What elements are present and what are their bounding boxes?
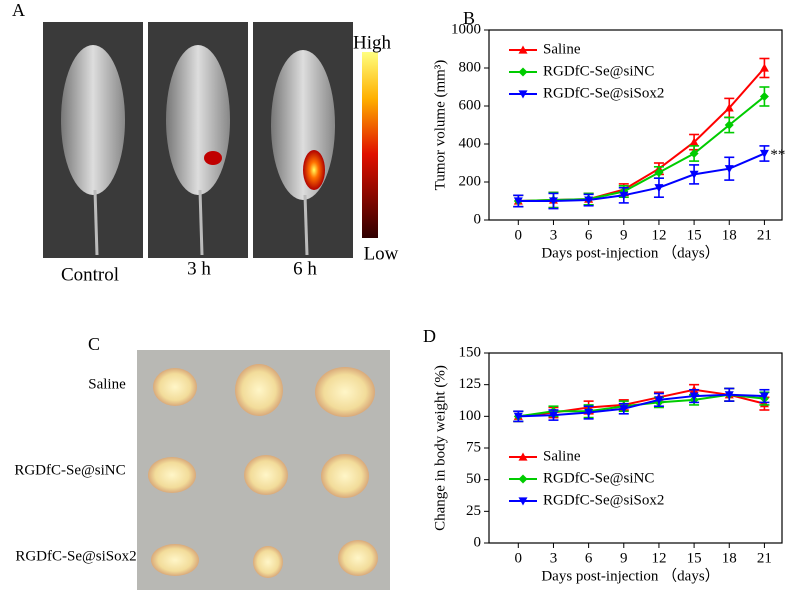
x-tick-label: 9: [620, 550, 628, 566]
marker: [513, 197, 523, 206]
legend-label: Saline: [543, 41, 581, 57]
marker: [724, 165, 734, 174]
x-tick-label: 15: [687, 550, 702, 566]
panel-label: D: [423, 326, 436, 346]
x-axis-label: Days post-injection （days）: [541, 244, 719, 261]
legend-label: RGDfC-Se@siSox2: [543, 492, 664, 508]
marker: [759, 92, 769, 101]
image-label: 6 h: [293, 258, 317, 279]
y-tick-label: 75: [466, 439, 481, 455]
x-tick-label: 15: [687, 227, 702, 243]
y-tick-label: 0: [474, 534, 482, 550]
marker: [654, 168, 664, 177]
x-tick-label: 21: [757, 550, 772, 566]
y-tick-label: 800: [459, 59, 482, 75]
scale-high: High: [353, 32, 392, 53]
x-tick-label: 18: [722, 227, 737, 243]
series-line: [518, 152, 765, 202]
marker: [619, 191, 629, 200]
y-tick-label: 0: [474, 211, 482, 227]
marker: [689, 149, 699, 158]
x-tick-label: 9: [620, 227, 628, 243]
x-tick-label: 21: [757, 227, 772, 243]
scale-low: Low: [364, 243, 399, 264]
y-tick-label: 400: [459, 135, 482, 151]
legend-label: RGDfC-Se@siNC: [543, 63, 654, 79]
tumor-photo: [137, 350, 390, 590]
legend-marker: [518, 45, 528, 54]
marker: [619, 405, 629, 414]
y-tick-label: 100: [459, 408, 482, 424]
plot-frame: [488, 29, 783, 221]
marker: [724, 103, 734, 112]
panel-label: C: [88, 334, 100, 354]
marker: [759, 149, 769, 158]
x-tick-label: 6: [585, 227, 593, 243]
y-tick-label: 25: [466, 503, 481, 519]
x-tick-label: 0: [515, 550, 523, 566]
row-label: Saline: [88, 376, 126, 392]
series-line: [518, 95, 766, 202]
legend-marker: [518, 497, 528, 506]
x-tick-label: 18: [722, 550, 737, 566]
marker: [689, 137, 699, 146]
x-tick-label: 0: [515, 227, 523, 243]
marker: [724, 391, 734, 400]
row-label: RGDfC-Se@siNC: [14, 462, 125, 478]
marker: [654, 184, 664, 193]
x-tick-label: 12: [651, 550, 666, 566]
image-label: 3 h: [187, 258, 211, 279]
marker: [689, 170, 699, 179]
x-tick-label: 6: [585, 550, 593, 566]
y-tick-label: 600: [459, 97, 482, 113]
marker: [759, 63, 769, 72]
plot-frame: [488, 352, 783, 544]
panel-label: B: [463, 8, 475, 28]
x-tick-label: 12: [651, 227, 666, 243]
y-axis-label: Tumor volume (mm³): [432, 60, 448, 191]
marker: [548, 197, 558, 206]
y-tick-label: 150: [459, 344, 482, 360]
series-line: [518, 393, 765, 418]
y-tick-label: 1000: [451, 21, 481, 37]
marker: [689, 392, 699, 401]
x-tick-label: 3: [550, 550, 558, 566]
y-tick-label: 200: [459, 173, 482, 189]
y-tick-label: 125: [459, 376, 482, 392]
marker: [513, 412, 523, 421]
y-axis-label: Change in body weight (%): [432, 365, 448, 531]
marker: [724, 120, 734, 130]
x-axis-label: Days post-injection （days）: [541, 567, 719, 584]
marker: [759, 392, 769, 401]
marker: [584, 196, 594, 205]
marker: [654, 396, 664, 405]
image-label: Control: [61, 264, 119, 285]
panel-label: A: [12, 0, 25, 20]
legend-marker: [518, 67, 528, 77]
marker: [584, 408, 594, 418]
legend-label: Saline: [543, 448, 581, 464]
row-label: RGDfC-Se@siSox2: [15, 548, 136, 564]
x-tick-label: 3: [550, 227, 558, 243]
legend-label: RGDfC-Se@siSox2: [543, 85, 664, 101]
marker: [548, 411, 558, 420]
legend-marker: [518, 452, 528, 461]
legend-marker: [518, 90, 528, 99]
y-tick-label: 50: [466, 471, 481, 487]
imaging-panel: [43, 22, 378, 258]
annotation: **: [770, 147, 785, 163]
legend-label: RGDfC-Se@siNC: [543, 470, 654, 486]
legend-marker: [518, 474, 528, 484]
